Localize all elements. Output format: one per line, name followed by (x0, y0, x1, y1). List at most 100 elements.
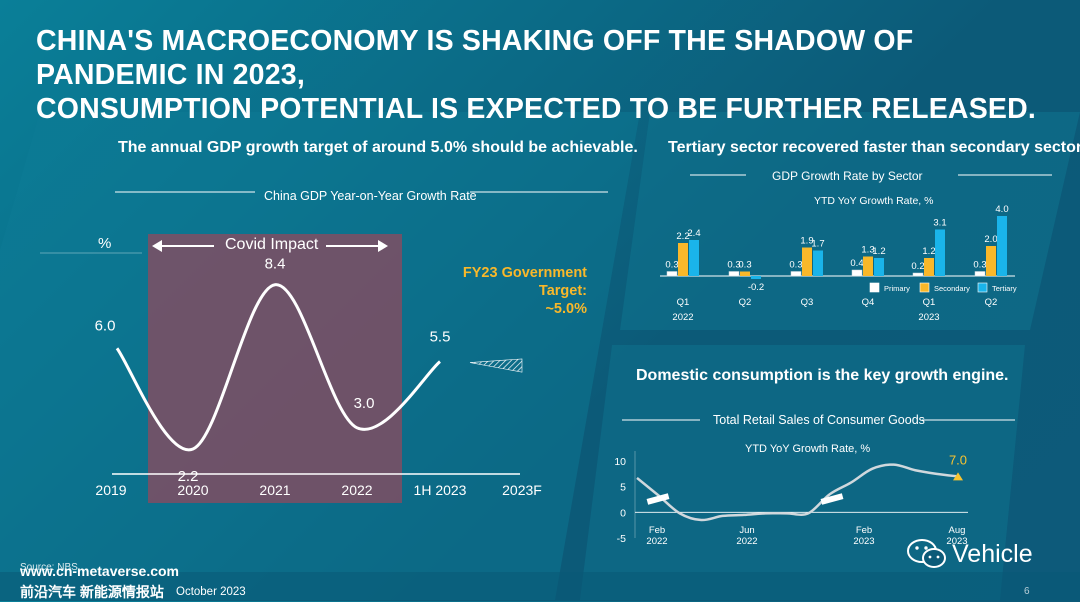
retail-x-tick: Aug (949, 525, 966, 536)
gdp-x-tick: 1H 2023 (414, 482, 467, 498)
retail-y-tick: -5 (617, 533, 626, 545)
sector-bar (728, 271, 740, 277)
retail-chart-subtitle: YTD YoY Growth Rate, % (745, 443, 871, 455)
retail-series-line (636, 463, 959, 522)
sector-bar-label: 2.4 (687, 228, 700, 239)
sector-bar (924, 258, 934, 276)
sector-x-tick: Q2 (985, 297, 998, 308)
gov-target-annotation: FY23 Government Target: ~5.0% (462, 265, 587, 317)
retail-section-title: Domestic consumption is the key growth e… (636, 367, 1009, 384)
sector-bar (666, 271, 678, 277)
sector-bar (689, 240, 699, 276)
sector-bar (851, 269, 863, 277)
sector-section-title: Tertiary sector recovered faster than se… (668, 139, 1080, 156)
retail-x-tick: 2023 (946, 536, 967, 547)
gdp-x-tick: 2022 (341, 482, 372, 498)
sector-legend-label: Secondary (934, 284, 970, 293)
gdp-forecast-band (469, 358, 523, 373)
retail-x-tick: 2023 (853, 536, 874, 547)
sector-x-tick: Q3 (801, 297, 814, 308)
page-title: CHINA'S MACROECONOMY IS SHAKING OFF THE … (36, 25, 1037, 125)
sector-bar (678, 243, 688, 276)
retail-chart-title: Total Retail Sales of Consumer Goods (713, 413, 925, 427)
sector-bar-label: 0.2 (911, 261, 924, 272)
sector-bar-label: 0.3 (789, 260, 802, 271)
sector-bar (740, 271, 750, 276)
sector-bar (986, 246, 996, 276)
retail-x-tick: Feb (649, 525, 665, 536)
retail-x-tick: Jun (739, 525, 754, 536)
gdp-point-label: 8.4 (265, 256, 286, 273)
sector-bar (912, 272, 924, 277)
covid-impact-label: Covid Impact (225, 236, 319, 253)
gdp-point-label: 3.0 (354, 395, 375, 412)
sector-bar-label: 4.0 (995, 204, 1008, 215)
covid-impact-region (148, 234, 402, 503)
sector-x-tick: Q1 (923, 297, 936, 308)
sector-title-rules (690, 174, 1052, 176)
sector-bar (751, 276, 761, 279)
sector-year-label: 2023 (918, 312, 939, 323)
retail-end-label: 7.0 (949, 452, 967, 467)
sector-legend-swatch (919, 282, 930, 293)
gdp-title-rules (115, 191, 608, 193)
gdp-point-label: 6.0 (95, 317, 116, 334)
wechat-icon (907, 539, 946, 568)
gdp-chart-title: China GDP Year-on-Year Growth Rate (264, 189, 477, 203)
sector-bar-label: 1.7 (811, 239, 824, 250)
retail-x-tick: Feb (856, 525, 872, 536)
sector-bar-label: 1.2 (872, 246, 885, 257)
footer-cn: 前沿汽车 新能源情报站 (20, 584, 164, 600)
gdp-x-tick: 2021 (259, 482, 290, 498)
retail-end-marker (953, 472, 963, 481)
gdp-x-tick: 2020 (177, 482, 208, 498)
gdp-section-title: The annual GDP growth target of around 5… (118, 139, 638, 156)
sector-chart-subtitle: YTD YoY Growth Rate, % (814, 195, 934, 207)
sector-legend-swatch (977, 282, 988, 293)
retail-x-tick: 2022 (736, 536, 757, 547)
sector-bar (935, 229, 945, 276)
sector-bar-label: 3.1 (933, 218, 946, 229)
page-number: 6 (1024, 586, 1030, 597)
covid-arrowhead-left (152, 240, 162, 252)
sector-bar-label: 1.2 (922, 246, 935, 257)
sector-bar-label: 2.2 (676, 231, 689, 242)
logo-text: Vehicle (952, 540, 1033, 568)
retail-y-tick: 0 (620, 507, 626, 519)
sector-bar (997, 216, 1007, 276)
gdp-point-label: 5.5 (430, 329, 451, 346)
sector-bar-label: 1.3 (861, 245, 874, 256)
covid-arrowhead-right (378, 240, 388, 252)
sector-x-tick: Q4 (862, 297, 875, 308)
gdp-x-tick: 2019 (95, 482, 126, 498)
sector-bar (813, 250, 823, 276)
sector-x-tick: Q1 (677, 297, 690, 308)
sector-legend-label: Primary (884, 284, 910, 293)
retail-axis-break (646, 493, 670, 505)
sector-bar (874, 258, 884, 276)
gdp-x-tick: 2023F (502, 482, 542, 498)
retail-axis-break (820, 493, 844, 505)
sector-bar-label: 1.9 (800, 236, 813, 247)
sector-chart: 0.32.22.4Q10.30.3-0.2Q20.31.91.7Q30.41.3… (665, 204, 1008, 323)
sector-bar-label: 2.0 (984, 234, 997, 245)
footer-site: www.cn-metaverse.com (20, 563, 179, 579)
sector-bar (974, 271, 986, 277)
gdp-chart: 6.0 2.2 8.4 3.0 5.5 2019 2020 2021 2022 1H 2023 20… (40, 234, 542, 503)
sector-bar-label: 0.4 (850, 258, 863, 269)
sector-x-tick: Q2 (739, 297, 752, 308)
sector-bar-label: 0.3 (665, 260, 678, 271)
sector-bar-label: 0.3 (727, 260, 740, 271)
footer-source: Source: NBS (20, 562, 78, 573)
sector-bar-label: 0.3 (973, 260, 986, 271)
gdp-series-line (115, 283, 442, 452)
footer-date: October 2023 (176, 586, 246, 598)
retail-y-tick: 5 (620, 482, 626, 494)
gdp-y-unit: % (98, 235, 112, 252)
sector-year-label: 2022 (672, 312, 693, 323)
sector-bar (802, 247, 812, 276)
sector-bar-label: -0.2 (748, 282, 764, 293)
sector-legend-swatch (869, 282, 880, 293)
sector-bar-label: 0.3 (738, 260, 751, 271)
